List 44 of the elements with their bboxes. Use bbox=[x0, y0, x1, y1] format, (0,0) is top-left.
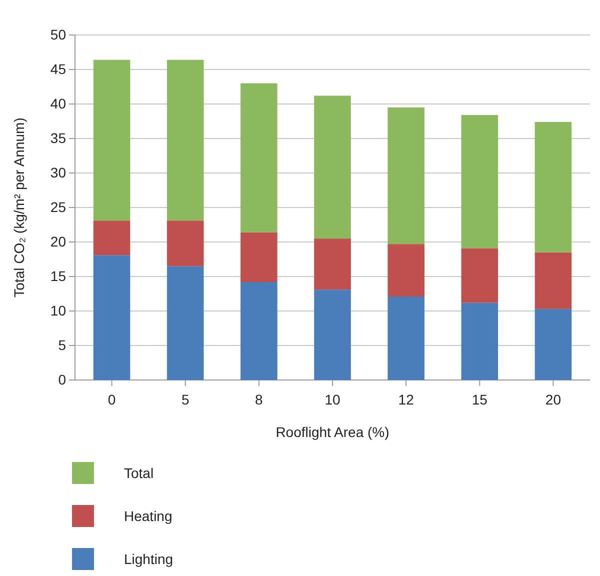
bar bbox=[461, 248, 498, 303]
bar bbox=[534, 252, 572, 309]
y-tick-label: 35 bbox=[50, 130, 66, 146]
bar bbox=[240, 232, 278, 282]
y-tick-label: 0 bbox=[58, 371, 66, 388]
legend-label: Lighting bbox=[124, 551, 174, 567]
bar bbox=[314, 290, 351, 380]
bar bbox=[93, 255, 130, 380]
y-tick-label: 15 bbox=[50, 268, 66, 284]
bar bbox=[166, 266, 204, 380]
x-tick-label: 12 bbox=[398, 391, 414, 408]
x-tick-label: 8 bbox=[255, 391, 264, 408]
y-tick-label: 30 bbox=[50, 164, 66, 180]
y-tick-label: 45 bbox=[50, 60, 66, 77]
y-tick-label: 10 bbox=[50, 302, 66, 318]
bar bbox=[388, 107, 424, 244]
legend-label: Total bbox=[124, 465, 154, 481]
x-tick-label: 10 bbox=[324, 391, 340, 408]
bar bbox=[314, 238, 351, 290]
y-tick-label: 40 bbox=[50, 95, 66, 112]
bar bbox=[240, 282, 278, 380]
y-tick-label: 25 bbox=[50, 198, 66, 215]
bar bbox=[93, 220, 130, 256]
legend-label: Heating bbox=[124, 508, 172, 524]
bar bbox=[461, 115, 498, 248]
bar bbox=[166, 60, 204, 221]
bar bbox=[534, 122, 572, 252]
x-tick-label: 20 bbox=[545, 391, 562, 408]
x-tick-label: 15 bbox=[472, 391, 488, 408]
bar bbox=[166, 220, 204, 266]
bar bbox=[461, 302, 498, 380]
bar bbox=[534, 308, 572, 380]
bar bbox=[240, 83, 278, 232]
bar bbox=[314, 96, 351, 239]
bar bbox=[93, 60, 130, 221]
y-tick-label: 20 bbox=[50, 233, 66, 250]
bar bbox=[388, 296, 424, 380]
y-axis-title: Total CO₂ (kg/m² per Annum) bbox=[11, 118, 27, 298]
y-tick-label: 5 bbox=[58, 336, 66, 353]
x-axis-title: Rooflight Area (%) bbox=[276, 424, 390, 440]
y-tick-label: 50 bbox=[50, 26, 66, 42]
bar bbox=[388, 244, 424, 297]
x-tick-label: 0 bbox=[108, 391, 116, 408]
x-tick-label: 5 bbox=[181, 391, 190, 408]
